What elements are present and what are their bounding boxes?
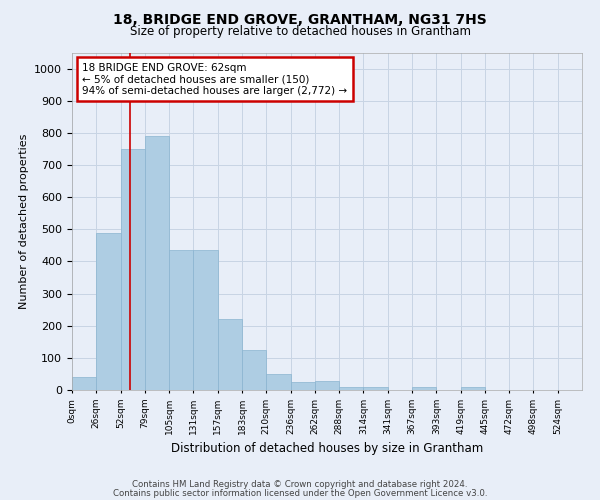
Text: Contains HM Land Registry data © Crown copyright and database right 2024.: Contains HM Land Registry data © Crown c… [132,480,468,489]
Bar [461,388,485,390]
Bar [242,350,266,390]
Bar [145,136,169,390]
Bar [218,320,242,390]
Y-axis label: Number of detached properties: Number of detached properties [19,134,29,309]
Bar [169,250,193,390]
Bar [121,149,145,390]
Text: 18 BRIDGE END GROVE: 62sqm
← 5% of detached houses are smaller (150)
94% of semi: 18 BRIDGE END GROVE: 62sqm ← 5% of detac… [82,62,347,96]
X-axis label: Distribution of detached houses by size in Grantham: Distribution of detached houses by size … [171,442,483,456]
Bar [339,387,364,390]
Text: Size of property relative to detached houses in Grantham: Size of property relative to detached ho… [130,25,470,38]
Bar [193,250,218,390]
Bar [290,382,315,390]
Bar [315,381,339,390]
Text: 18, BRIDGE END GROVE, GRANTHAM, NG31 7HS: 18, BRIDGE END GROVE, GRANTHAM, NG31 7HS [113,12,487,26]
Bar [364,387,388,390]
Bar [266,374,290,390]
Bar [412,388,436,390]
Text: Contains public sector information licensed under the Open Government Licence v3: Contains public sector information licen… [113,489,487,498]
Bar [96,232,121,390]
Bar [72,377,96,390]
